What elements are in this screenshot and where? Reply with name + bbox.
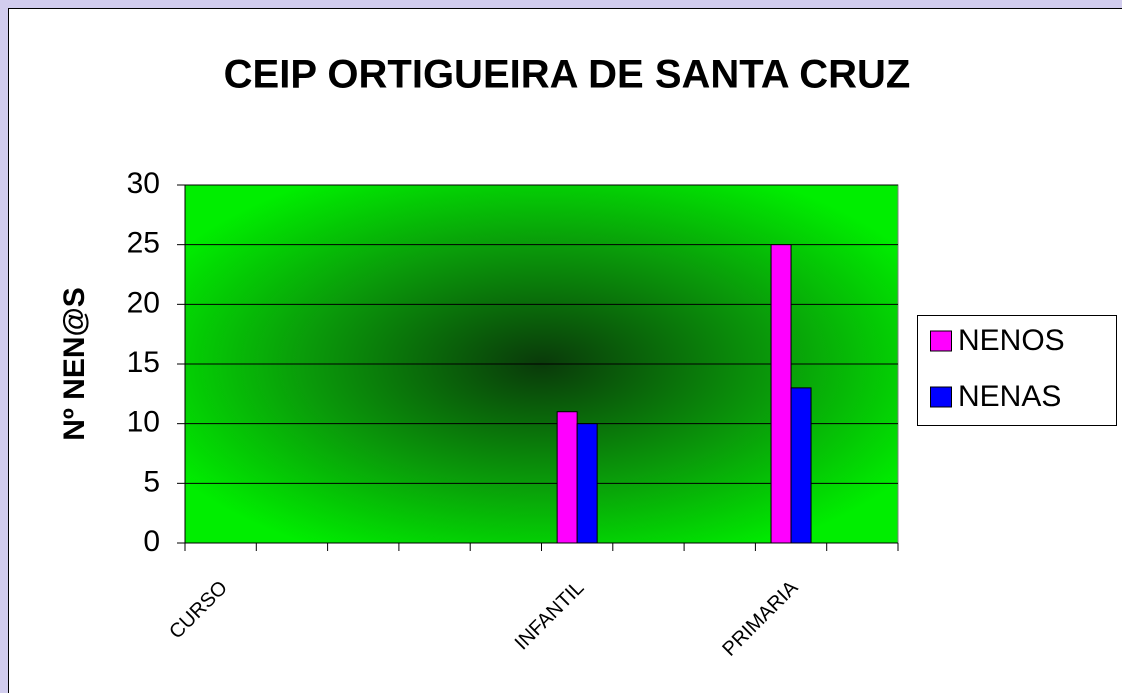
legend-label: NENOS — [958, 324, 1065, 357]
y-tick-label: 5 — [143, 465, 160, 498]
y-axis-label: Nº NEN@S — [58, 287, 91, 441]
legend-label: NENAS — [958, 380, 1061, 413]
y-tick-label: 25 — [127, 227, 160, 260]
chart-title: CEIP ORTIGUEIRA DE SANTA CRUZ — [224, 53, 911, 97]
y-tick-label: 0 — [143, 525, 160, 558]
bar — [770, 244, 792, 544]
y-tick-label: 10 — [127, 406, 160, 439]
y-tick-label: 15 — [127, 346, 160, 379]
bar — [556, 411, 578, 544]
bar — [576, 423, 598, 544]
legend-swatch — [930, 386, 952, 408]
y-tick-label: 20 — [127, 286, 160, 319]
legend-swatch — [930, 330, 952, 352]
y-tick-label: 30 — [127, 167, 160, 200]
bar — [790, 387, 812, 544]
